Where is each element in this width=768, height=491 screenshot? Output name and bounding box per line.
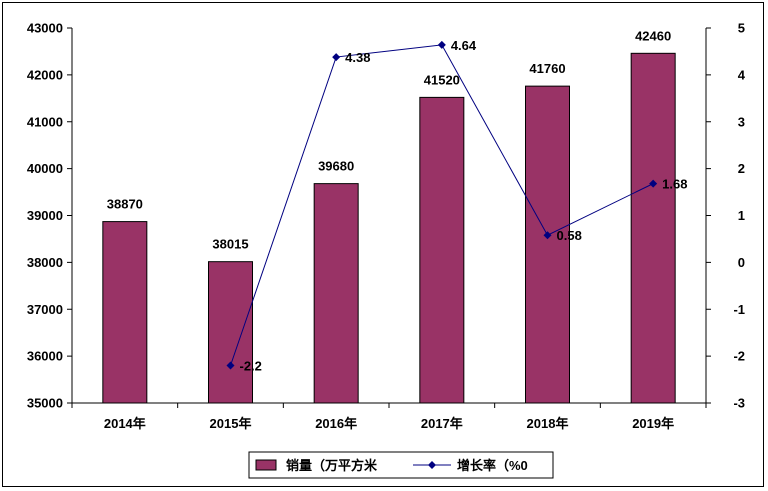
left-tick-label-6: 41000	[27, 114, 63, 129]
right-tick-label-0: -3	[733, 396, 745, 411]
bar-0	[102, 221, 148, 404]
growth-point-5	[649, 179, 658, 188]
growth-value-label-5: 1.68	[662, 177, 687, 192]
x-tick-label-1: 2015年	[210, 416, 252, 431]
growth-point-2	[332, 53, 341, 62]
right-tick-label-7: 4	[738, 67, 746, 82]
left-tick-label-2: 37000	[27, 302, 63, 317]
right-tick-label-2: -1	[733, 302, 745, 317]
right-tick-label-5: 2	[738, 161, 745, 176]
left-tick-label-3: 38000	[27, 255, 63, 270]
left-tick-label-1: 36000	[27, 349, 63, 364]
bar-value-label-5: 42460	[635, 28, 671, 43]
legend-box	[248, 451, 554, 479]
growth-point-3	[437, 40, 446, 49]
right-tick-label-8: 5	[738, 21, 745, 36]
right-tick-label-6: 3	[738, 114, 745, 129]
growth-value-label-3: 4.64	[451, 38, 477, 53]
growth-point-4	[543, 231, 552, 240]
left-tick-label-8: 43000	[27, 21, 63, 36]
x-tick-label-2: 2016年	[315, 416, 357, 431]
growth-point-1	[226, 361, 235, 370]
legend-diamond-marker	[428, 461, 436, 469]
growth-value-label-4: 0.58	[557, 228, 582, 243]
growth-line-series	[226, 40, 658, 370]
left-tick-label-5: 40000	[27, 161, 63, 176]
axes: 35000 36000 37000 38000 39000 40000 41000 42000…	[27, 21, 746, 432]
x-tick-label-5: 2019年	[632, 416, 674, 431]
x-tick-label-3: 2017年	[421, 416, 463, 431]
bar-5	[630, 52, 676, 404]
x-tick-label-4: 2018年	[527, 416, 569, 431]
left-tick-label-4: 39000	[27, 208, 63, 223]
right-tick-label-4: 1	[738, 208, 745, 223]
legend-bar-swatch	[255, 459, 277, 471]
right-tick-label-1: -2	[733, 349, 745, 364]
data-labels: 38870 38015 39680 41520 41760 42460 -2.2 4.38 4.…	[107, 28, 688, 373]
left-tick-label-7: 42000	[27, 67, 63, 82]
bar-value-label-0: 38870	[107, 197, 143, 212]
left-tick-label-0: 35000	[27, 396, 63, 411]
bar-value-label-4: 41760	[529, 61, 565, 76]
bar-4	[525, 85, 570, 404]
growth-value-label-1: -2.2	[240, 359, 262, 374]
bar-2	[313, 183, 359, 404]
bar-value-label-1: 38015	[212, 237, 248, 252]
legend: 销量（万平方米 增长率（%0	[248, 451, 554, 479]
x-tick-label-0: 2014年	[104, 416, 146, 431]
legend-label-growth: 增长率（%0	[457, 458, 528, 473]
growth-value-label-2: 4.38	[345, 50, 370, 65]
bar-series	[102, 52, 676, 404]
bar-value-label-3: 41520	[424, 72, 460, 87]
right-tick-label-3: 0	[738, 255, 745, 270]
bar-3	[419, 96, 465, 404]
bar-1	[208, 261, 253, 404]
legend-label-sales: 销量（万平方米	[286, 458, 378, 473]
bar-value-label-2: 39680	[318, 159, 354, 174]
